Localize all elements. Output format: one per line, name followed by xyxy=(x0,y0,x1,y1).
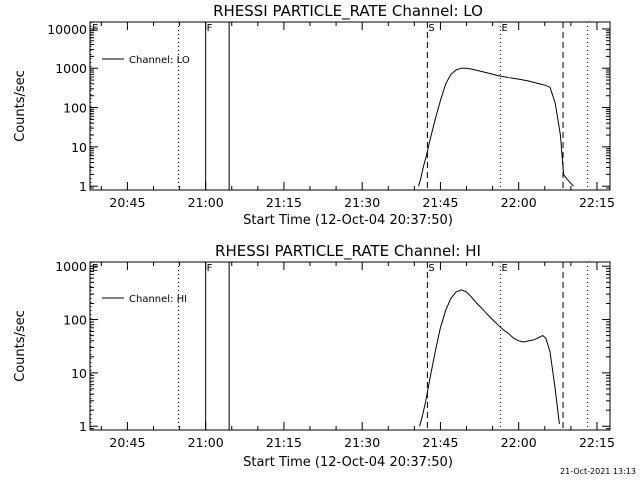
x-tick-label: 21:15 xyxy=(266,195,302,210)
event-marker-label: E xyxy=(92,263,98,274)
x-tick-label: 22:15 xyxy=(579,435,615,450)
x-tick-label: 21:15 xyxy=(266,435,302,450)
x-axis-title: Start Time (12-Oct-04 20:37:50) xyxy=(243,213,453,228)
y-axis-ticks: 1 10 100 1000 xyxy=(55,259,610,434)
chart-title: RHESSI PARTICLE_RATE Channel: HI xyxy=(215,242,481,261)
y-tick-label: 1 xyxy=(79,419,87,434)
y-axis-title: Counts/sec xyxy=(13,70,28,142)
x-tick-label: 21:30 xyxy=(344,195,380,210)
legend-entry: Channel: HI xyxy=(129,294,187,305)
y-tick-label: 10 xyxy=(71,366,87,381)
x-tick-label: 22:00 xyxy=(501,195,537,210)
y-tick-label: 10 xyxy=(71,140,87,155)
x-tick-label: 22:00 xyxy=(501,435,537,450)
x-tick-label: 21:45 xyxy=(422,435,458,450)
series-line-lo xyxy=(418,67,574,187)
y-tick-label: 100 xyxy=(63,101,87,116)
y-axis-title: Counts/sec xyxy=(13,310,28,382)
x-tick-label: 20:45 xyxy=(109,435,145,450)
plot-frame xyxy=(89,21,611,191)
x-tick-label: 21:30 xyxy=(344,435,380,450)
event-marker-label: F xyxy=(207,263,213,274)
footer-timestamp: 21-Oct-2021 13:13 xyxy=(560,467,636,476)
y-axis-ticks: 1 10 100 1000 10000 xyxy=(47,22,610,194)
chart-title: RHESSI PARTICLE_RATE Channel: LO xyxy=(213,2,483,21)
legend-entry: Channel: LO xyxy=(129,55,190,66)
y-tick-label: 10000 xyxy=(47,22,87,37)
x-axis-title: Start Time (12-Oct-04 20:37:50) xyxy=(243,455,453,470)
y-tick-label: 1 xyxy=(79,179,87,194)
event-marker-label: S xyxy=(428,23,434,34)
event-marker-label: S xyxy=(428,263,434,274)
legend: Channel: LO xyxy=(102,55,190,66)
x-tick-label: 21:00 xyxy=(188,195,224,210)
x-tick-label: 22:15 xyxy=(579,195,615,210)
event-marker-label: E xyxy=(501,263,507,274)
plot-frame xyxy=(89,261,611,431)
x-axis-ticks: 20:45 21:00 21:15 21:30 21:45 22:00 22:15 xyxy=(100,262,615,450)
series-line-hi xyxy=(419,289,560,427)
x-tick-label: 21:45 xyxy=(422,195,458,210)
x-tick-label: 20:45 xyxy=(109,195,145,210)
legend: Channel: HI xyxy=(102,294,187,305)
y-tick-label: 1000 xyxy=(55,259,87,274)
event-marker-label: E xyxy=(501,23,507,34)
x-axis-ticks: 20:45 21:00 21:15 21:30 21:45 22:00 22:15 xyxy=(100,22,615,210)
x-tick-label: 21:00 xyxy=(188,435,224,450)
y-tick-label: 100 xyxy=(63,313,87,328)
event-marker-label: F xyxy=(207,23,213,34)
y-tick-label: 1000 xyxy=(55,61,87,76)
